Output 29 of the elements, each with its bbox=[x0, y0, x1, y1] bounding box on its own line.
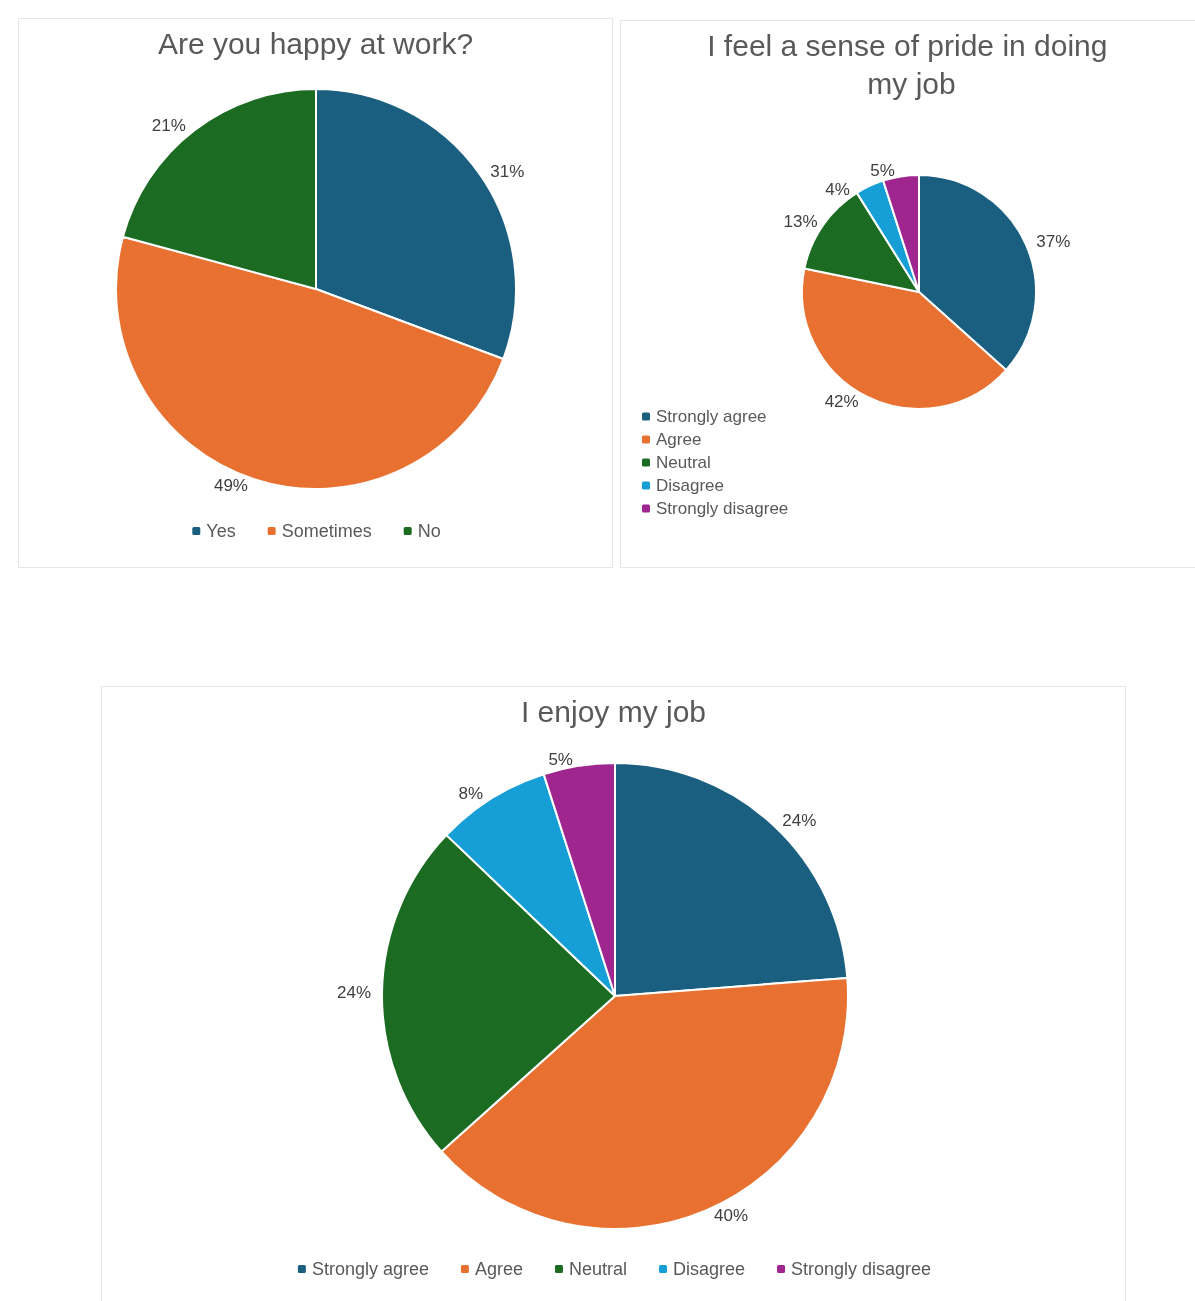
chart-title: I feel a sense of pride in doing my job bbox=[707, 28, 1116, 100]
legend-label: Neutral bbox=[656, 453, 711, 472]
legend-label: Neutral bbox=[568, 1259, 628, 1279]
data-label: 21% bbox=[151, 115, 186, 135]
legend-label: No bbox=[417, 521, 441, 541]
chart-title: I enjoy my job bbox=[520, 694, 707, 728]
data-label: 42% bbox=[824, 392, 859, 412]
legend-label: Strongly agree bbox=[311, 1259, 429, 1279]
data-label: 31% bbox=[490, 162, 525, 182]
legend-label: Agree bbox=[474, 1259, 523, 1279]
data-label: 24% bbox=[337, 982, 372, 1002]
data-label: 24% bbox=[782, 811, 817, 831]
data-label: 4% bbox=[825, 179, 850, 199]
legend-label: Disagree bbox=[673, 1259, 746, 1279]
legend-label: Sometimes bbox=[281, 521, 372, 541]
legend-label: Yes bbox=[206, 521, 236, 541]
legend-label: Strongly agree bbox=[656, 407, 767, 426]
data-label: 49% bbox=[213, 475, 248, 495]
data-label: 40% bbox=[714, 1206, 749, 1226]
legend-label: Disagree bbox=[656, 476, 725, 495]
chart-title: Are you happy at work? bbox=[157, 26, 474, 60]
data-label: 13% bbox=[783, 212, 818, 232]
data-label: 5% bbox=[870, 160, 895, 180]
data-label: 5% bbox=[548, 750, 573, 770]
data-label: 37% bbox=[1036, 232, 1071, 252]
legend-label: Agree bbox=[656, 430, 702, 449]
legend-label: Strongly disagree bbox=[656, 499, 789, 518]
data-label: 8% bbox=[458, 783, 484, 803]
legend-label: Strongly disagree bbox=[791, 1259, 932, 1279]
